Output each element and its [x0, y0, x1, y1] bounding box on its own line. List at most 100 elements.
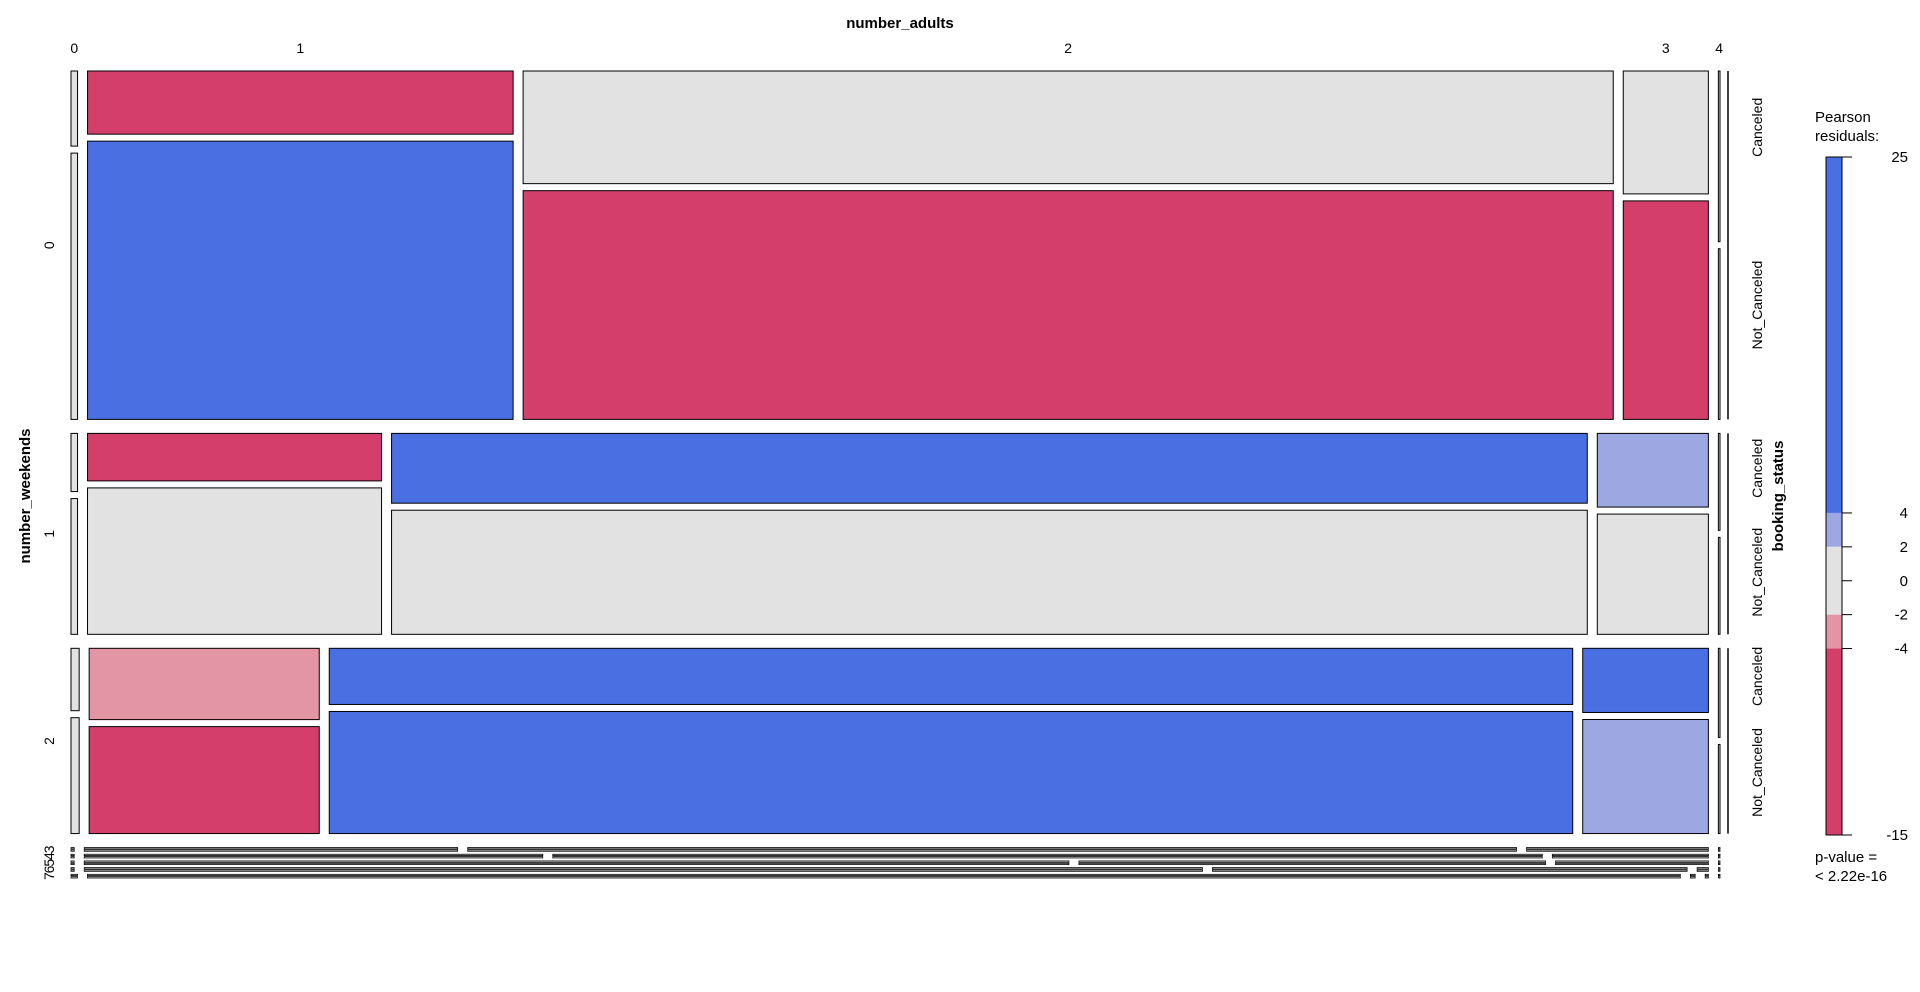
col-level-label: 3 — [1662, 40, 1670, 56]
mosaic-cell — [391, 432, 1588, 504]
status-level-label: Canceled — [1749, 647, 1765, 706]
legend-tick-label: 4 — [1900, 505, 1908, 522]
status-level-label: Not_Canceled — [1749, 261, 1765, 350]
mosaic-cell — [1717, 432, 1721, 531]
row-variable-label: number_weekends — [17, 428, 34, 563]
mosaic-cell — [328, 647, 1574, 705]
row-level-label: 3 — [41, 845, 57, 853]
status-level-label: Canceled — [1749, 98, 1765, 157]
mosaic-cell — [83, 869, 1203, 872]
mosaic-cell — [328, 710, 1574, 835]
mosaic-cell — [83, 856, 544, 859]
mosaic-cell — [1212, 867, 1688, 870]
legend-tick-label: -15 — [1886, 827, 1908, 844]
mosaic-cell — [1555, 860, 1709, 863]
mosaic-cell — [1696, 867, 1709, 870]
mosaic-cell — [83, 860, 1070, 863]
row-level-label: 7 — [41, 872, 57, 880]
mosaic-cell — [1582, 647, 1709, 713]
mosaic-cell — [1717, 70, 1721, 243]
mosaic-cell — [88, 726, 320, 835]
mosaic-cell — [1717, 856, 1721, 859]
col-variable-label: number_adults — [846, 15, 954, 32]
mosaic-cell — [552, 856, 1543, 859]
col-level-label: 1 — [296, 40, 304, 56]
mosaic-cell — [1717, 860, 1721, 863]
mosaic-cell — [1717, 743, 1721, 835]
mosaic-cell — [87, 487, 383, 635]
mosaic-cell — [70, 70, 79, 147]
mosaic-cell — [87, 876, 1681, 879]
mosaic-cell — [1622, 200, 1709, 420]
mosaic-cell — [1212, 869, 1688, 872]
mosaic-cell — [522, 70, 1614, 185]
mosaic-cell — [1526, 847, 1709, 850]
legend-tick-label: 25 — [1891, 149, 1908, 166]
mosaic-cell — [70, 849, 75, 852]
status-level-label: Not_Canceled — [1749, 728, 1765, 817]
mosaic-cell — [70, 869, 75, 872]
legend-tick-label: -2 — [1895, 607, 1908, 624]
mosaic-cell — [70, 847, 75, 850]
mosaic-cell — [1704, 876, 1709, 879]
mosaic-cell — [391, 509, 1588, 635]
mosaic-cell — [87, 432, 383, 482]
legend-title-line2: residuals: — [1815, 128, 1879, 145]
mosaic-cell — [87, 140, 514, 420]
row-level-label: 4 — [41, 852, 57, 860]
mosaic-cell — [467, 847, 1517, 850]
status-level-label: Not_Canceled — [1749, 528, 1765, 617]
mosaic-cell — [1551, 853, 1709, 856]
col-level-label: 2 — [1064, 40, 1072, 56]
mosaic-cell — [1078, 862, 1546, 866]
mosaic-cell — [83, 853, 544, 856]
mosaic-cell — [87, 70, 514, 135]
status-labels: Canceled Not_Canceled Canceled Not_Canceled… — [1727, 71, 1765, 834]
mosaic-cell — [1717, 862, 1721, 866]
mosaic-cell — [70, 862, 75, 866]
mosaic-cell — [83, 867, 1203, 870]
legend-color-band — [1826, 157, 1842, 513]
legend-frame — [1825, 156, 1843, 836]
mosaic-cell — [70, 432, 79, 493]
mosaic-cell — [552, 853, 1543, 856]
col-level-labels: 0 1 2 3 4 — [70, 40, 1723, 56]
mosaic-cells — [70, 70, 1721, 879]
mosaic-cell — [1551, 856, 1709, 859]
mosaic-cell — [467, 849, 1517, 852]
mosaic-cell — [1717, 867, 1721, 870]
mosaic-cell — [1078, 860, 1546, 863]
mosaic-cell — [88, 647, 320, 721]
mosaic-cell — [70, 867, 75, 870]
legend-color-band — [1826, 512, 1842, 547]
mosaic-cell — [1596, 432, 1709, 508]
mosaic-cell — [1717, 873, 1721, 877]
mosaic-cell — [1555, 862, 1709, 866]
mosaic-cell — [1717, 536, 1721, 635]
mosaic-cell — [70, 152, 79, 420]
mosaic-cell — [1704, 873, 1709, 877]
mosaic-cell — [83, 847, 459, 850]
mosaic-cell — [70, 856, 75, 859]
col-level-label: 0 — [70, 40, 78, 56]
residual-legend: Pearson residuals: 25 4 2 0 -2 -4 -15 p-value = < … — [1815, 109, 1908, 885]
mosaic-cell — [1696, 869, 1709, 872]
mosaic-cell — [1717, 849, 1721, 852]
row-level-label: 0 — [41, 241, 57, 249]
split-variable-label: booking_status — [1770, 441, 1787, 552]
row-level-label: 5 — [41, 859, 57, 867]
legend-color-band — [1826, 546, 1842, 615]
status-level-label: Canceled — [1749, 439, 1765, 498]
mosaic-cell — [70, 873, 78, 877]
mosaic-cell — [1526, 849, 1709, 852]
mosaic-cell — [70, 498, 79, 635]
mosaic-cell — [1717, 869, 1721, 872]
mosaic-cell — [70, 647, 80, 712]
legend-tick-label: 2 — [1900, 539, 1908, 556]
legend-tick-label: -4 — [1895, 641, 1908, 658]
pvalue-line1: p-value = — [1815, 849, 1877, 866]
row-level-label: 2 — [41, 737, 57, 745]
mosaic-cell — [87, 873, 1681, 877]
